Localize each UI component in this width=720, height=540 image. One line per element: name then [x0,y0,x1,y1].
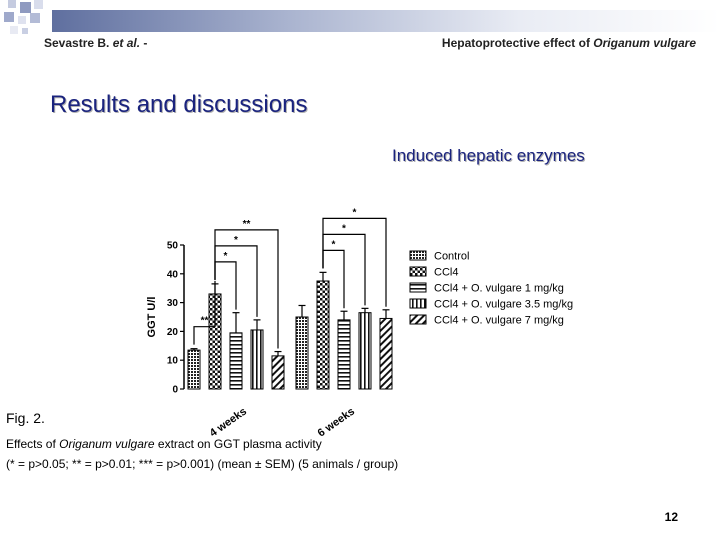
figure-description-suffix: extract on GGT plasma activity [157,437,322,451]
legend-swatch [409,282,427,293]
topic-text: Hepatoprotective effect of [441,36,590,50]
significance-bracket [322,217,387,307]
y-tick-label: 50 [167,241,179,252]
header-band [52,10,720,32]
bar [295,316,309,390]
legend-label: Control [434,251,469,263]
significance-label: * [342,223,346,234]
page-title: Results and discussions [50,91,308,118]
significance-bracket [193,280,216,345]
bar [250,329,264,390]
significance-label: * [234,235,238,246]
figure-description-prefix: Effects of [6,437,56,451]
legend-swatch [409,266,427,277]
legend-swatch [409,298,427,309]
decorative-squares [4,0,43,34]
y-tick-label: 30 [167,298,179,309]
figure-description-species: Origanum vulgare [59,437,155,451]
significance-note: (* = p>0.05; ** = p>0.01; *** = p>0.001)… [6,457,399,471]
y-tick-label: 10 [167,356,179,367]
bar [379,317,393,390]
legend-swatch [409,250,427,261]
significance-bracket [214,229,279,349]
legend-label: CCl4 + O. vulgare 3.5 mg/kg [434,299,573,311]
chart-title: Induced hepatic enzymes [392,146,585,165]
legend-label: CCl4 [434,267,458,279]
figure-description: Effects of Origanum vulgare extract on G… [6,437,322,451]
bar [358,312,372,390]
significance-label: * [332,239,336,250]
bar [271,355,285,390]
bar [316,280,330,390]
author-etal: et al. [112,36,141,50]
y-tick-label: 40 [167,269,179,280]
y-axis-label: GGT U/l [146,297,158,338]
bar [229,332,243,390]
figure-label: Fig. 2. [6,410,45,426]
legend-swatch [409,314,427,325]
significance-label: * [353,207,357,218]
topic-header: Hepatoprotective effect of Origanum vulg… [442,36,696,50]
legend-label: CCl4 + O. vulgare 1 mg/kg [434,283,564,295]
author-suffix: - [143,36,148,50]
bar [187,349,201,390]
significance-label: ** [243,219,251,230]
page-number: 12 [664,510,678,524]
significance-label: * [224,251,228,262]
y-tick-label: 0 [172,385,178,396]
x-category-label: 6 weeks [316,406,357,440]
bar [337,319,351,390]
legend-label: CCl4 + O. vulgare 7 mg/kg [434,315,564,327]
significance-label: ** [201,316,209,327]
y-tick-label: 20 [167,327,179,338]
topic-species: Origanum vulgare [593,36,696,50]
author-header: Sevastre B. et al. - [44,36,147,50]
author-name: Sevastre B. [44,36,110,50]
x-category-label: 4 weeks [208,406,249,440]
